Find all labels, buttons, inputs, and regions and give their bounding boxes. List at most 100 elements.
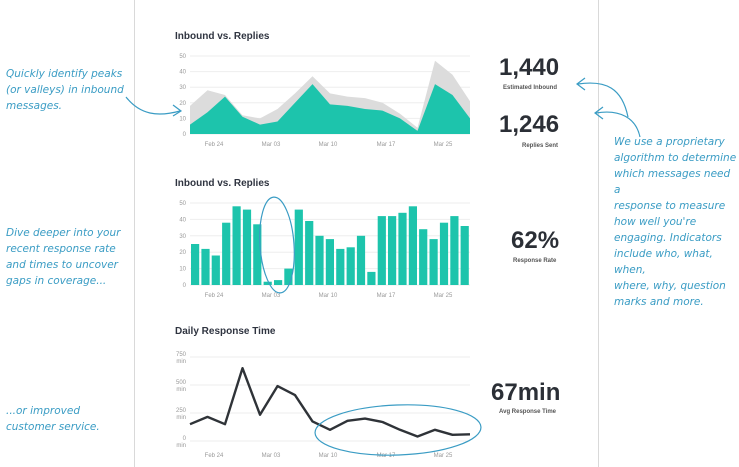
area-chart-x-tick-label: Mar 17 xyxy=(377,142,396,148)
highlight-circle-bars-icon xyxy=(259,196,295,294)
bar xyxy=(325,239,334,285)
bar-chart-y-tick-text: 20 xyxy=(179,250,186,256)
bar xyxy=(253,224,262,285)
area-chart-y-tick-text: 20 xyxy=(179,101,186,107)
arrow-to-replies-icon xyxy=(595,111,641,138)
area-chart-y-tick-label: 0 xyxy=(183,132,187,138)
bar xyxy=(336,248,345,285)
area-chart-y-tick-label: 40 xyxy=(179,70,186,76)
area-chart-y-tick-label: 30 xyxy=(179,85,186,91)
replies-sent-label: Replies Sent xyxy=(522,143,559,149)
line-chart-x-tick-label: Mar 10 xyxy=(319,453,338,459)
line-chart-y-tick-text: 250 xyxy=(176,408,187,414)
highlight-circle-line-icon xyxy=(314,404,482,456)
estimated-inbound-value: 1,440 xyxy=(499,54,560,81)
bar-chart-y-tick-text: 10 xyxy=(179,267,186,273)
bar xyxy=(398,212,407,285)
line-chart-y-tick-text: min xyxy=(176,415,186,421)
arrow-to-replies-head-icon xyxy=(594,106,604,120)
bar xyxy=(201,248,210,285)
bar xyxy=(419,229,428,285)
response-rate-label: Response Rate xyxy=(513,258,557,264)
area-chart-y-tick-text: 0 xyxy=(183,132,187,138)
arrow-to-inbound-head-icon xyxy=(576,77,586,91)
line-chart-x-tick-label: Mar 03 xyxy=(262,453,281,459)
bar xyxy=(439,222,449,285)
bar-chart-y-tick-label: 30 xyxy=(179,234,186,240)
arrow-to-area-chart-icon xyxy=(125,96,181,115)
area-chart-x-tick-label: Mar 03 xyxy=(262,142,281,148)
bar xyxy=(294,209,303,285)
annotation-proprietary-algorithm: We use a proprietary algorithm to determ… xyxy=(614,136,737,308)
bar xyxy=(315,235,324,285)
bar xyxy=(367,271,376,285)
area-chart-y-tick-label: 10 xyxy=(179,116,186,122)
bar-chart-x-tick-label: Mar 10 xyxy=(319,293,338,299)
bar xyxy=(346,247,355,285)
line-chart-x-tick-label: Feb 24 xyxy=(205,453,224,459)
annotation-improved: ...or improved customer service. xyxy=(6,405,100,433)
dashboard-panel xyxy=(134,0,599,467)
bar-chart-x-tick-label: Mar 17 xyxy=(377,293,396,299)
bar xyxy=(242,209,252,285)
line-chart-y-tick-text: min xyxy=(176,387,186,393)
line-chart-y-tick-label: 0 min xyxy=(176,436,186,449)
arrow-to-inbound-icon xyxy=(577,82,629,118)
bar-chart-y-tick-text: 30 xyxy=(179,234,186,240)
bar xyxy=(356,235,366,285)
bar xyxy=(274,280,283,285)
bar xyxy=(460,226,469,285)
bar xyxy=(408,206,417,285)
bar xyxy=(191,244,200,285)
avg-response-time-value: 67min xyxy=(491,379,561,406)
line-chart-y-tick-text: 750 xyxy=(176,352,187,358)
bar xyxy=(222,222,231,285)
bar-chart-x-tick-label: Feb 24 xyxy=(205,293,224,299)
bar-chart-x-tick-label: Mar 03 xyxy=(262,293,281,299)
area-chart-y-tick-text: 50 xyxy=(179,54,186,60)
line-chart-y-tick-text: 0 xyxy=(183,436,187,442)
bar-chart-x-tick-label: Mar 25 xyxy=(434,293,453,299)
line-chart-y-tick-label: 500 min xyxy=(176,380,187,393)
bar xyxy=(263,281,272,285)
bar-chart-y-tick-text: 40 xyxy=(179,217,186,223)
area-chart-x-tick-label: Mar 10 xyxy=(319,142,338,148)
bar-chart-y-tick-label: 0 xyxy=(183,283,187,289)
area-chart-x-tick-label: Mar 25 xyxy=(434,142,453,148)
chart-title-inbound-area: Inbound vs. Replies xyxy=(175,31,270,42)
bar-chart-y-tick-label: 20 xyxy=(179,250,186,256)
bar xyxy=(232,206,241,285)
bar xyxy=(388,216,397,285)
chart-title-response-time: Daily Response Time xyxy=(175,326,276,337)
area-chart-y-tick-text: 30 xyxy=(179,85,186,91)
arrow-to-area-chart-head-icon xyxy=(172,104,183,117)
line-chart-y-tick-text: min xyxy=(176,443,186,449)
line-chart-y-tick-label: 250 min xyxy=(176,408,187,421)
bar-chart-y-tick-label: 10 xyxy=(179,267,186,273)
bar xyxy=(377,216,386,285)
area-chart-y-tick-label: 50 xyxy=(179,54,186,60)
area-series-2 xyxy=(190,84,470,134)
replies-sent-value: 1,246 xyxy=(499,111,560,138)
line-chart-y-tick-text: min xyxy=(176,359,186,365)
bar xyxy=(211,255,220,285)
bar-chart-y-tick-text: 50 xyxy=(179,201,186,207)
bar-chart-y-tick-label: 40 xyxy=(179,217,186,223)
area-chart-y-tick-text: 40 xyxy=(179,70,186,76)
area-series-1 xyxy=(190,60,470,135)
bar xyxy=(284,268,293,285)
bar xyxy=(429,239,438,285)
bar-chart-y-tick-label: 50 xyxy=(179,201,186,207)
annotation-dive-deeper: Dive deeper into your recent response ra… xyxy=(6,227,121,287)
area-chart-y-tick-text: 10 xyxy=(179,116,186,122)
response-rate-value: 62% xyxy=(511,227,560,254)
area-chart-x-tick-label: Feb 24 xyxy=(205,142,224,148)
line-chart-y-tick-text: 500 xyxy=(176,380,187,386)
chart-title-inbound-bar: Inbound vs. Replies xyxy=(175,178,270,189)
avg-response-time-label: Avg Response Time xyxy=(499,409,557,415)
line-chart-x-tick-label: Mar 25 xyxy=(434,453,453,459)
line-chart-x-tick-label: Mar 17 xyxy=(377,453,396,459)
line-chart-y-tick-label: 750 min xyxy=(176,352,187,365)
bar xyxy=(450,216,459,285)
